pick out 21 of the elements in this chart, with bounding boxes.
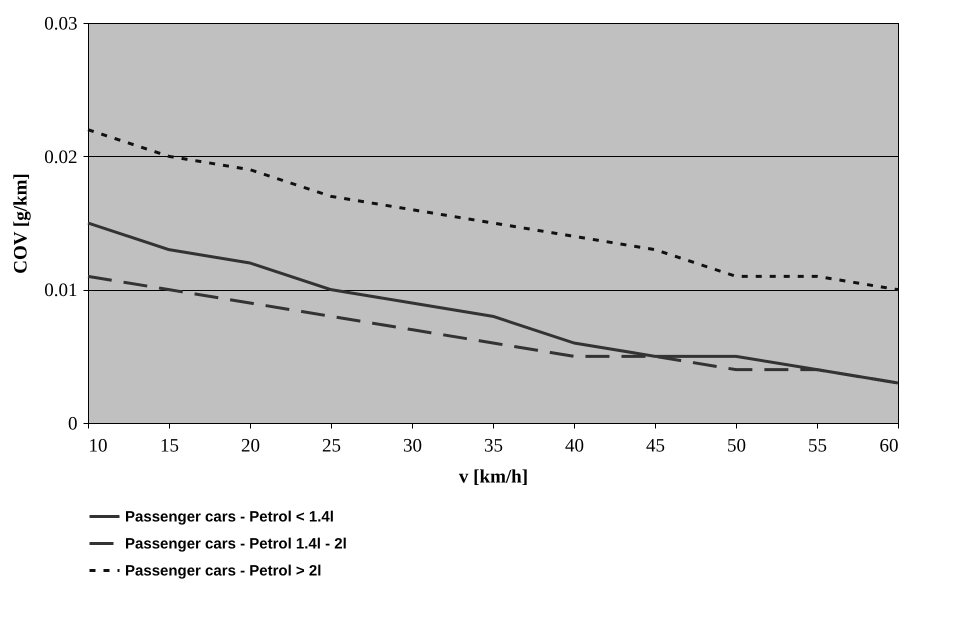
y-tick-label: 0 (68, 414, 78, 434)
x-tick-label: 60 (880, 436, 898, 456)
legend-label: Passenger cars - Petrol 1.4l - 2l (125, 536, 347, 552)
y-tick-label: 0.02 (44, 146, 78, 168)
x-tick-label: 15 (160, 436, 179, 456)
x-axis-title: v [km/h] (458, 466, 528, 488)
y-tick-label: 0.03 (44, 14, 78, 34)
x-tick-label: 30 (403, 436, 422, 456)
x-tick-label: 35 (484, 436, 503, 456)
line-series (86, 128, 900, 292)
x-tick-label: 45 (646, 436, 665, 456)
legend-label: Passenger cars - Petrol < 1.4l (125, 508, 334, 526)
x-tick-label: 20 (241, 436, 260, 456)
x-tick-label: 10 (88, 436, 108, 456)
y-axis-title: COV [g/km] (10, 173, 32, 274)
y-tick-label: 0.01 (44, 280, 78, 302)
x-tick-label: 50 (727, 436, 746, 456)
x-tick-label: 40 (565, 436, 584, 456)
x-tick-label: 55 (808, 436, 827, 456)
x-tick-label: 25 (322, 436, 341, 456)
legend-label: Passenger cars - Petrol > 2l (125, 562, 322, 580)
